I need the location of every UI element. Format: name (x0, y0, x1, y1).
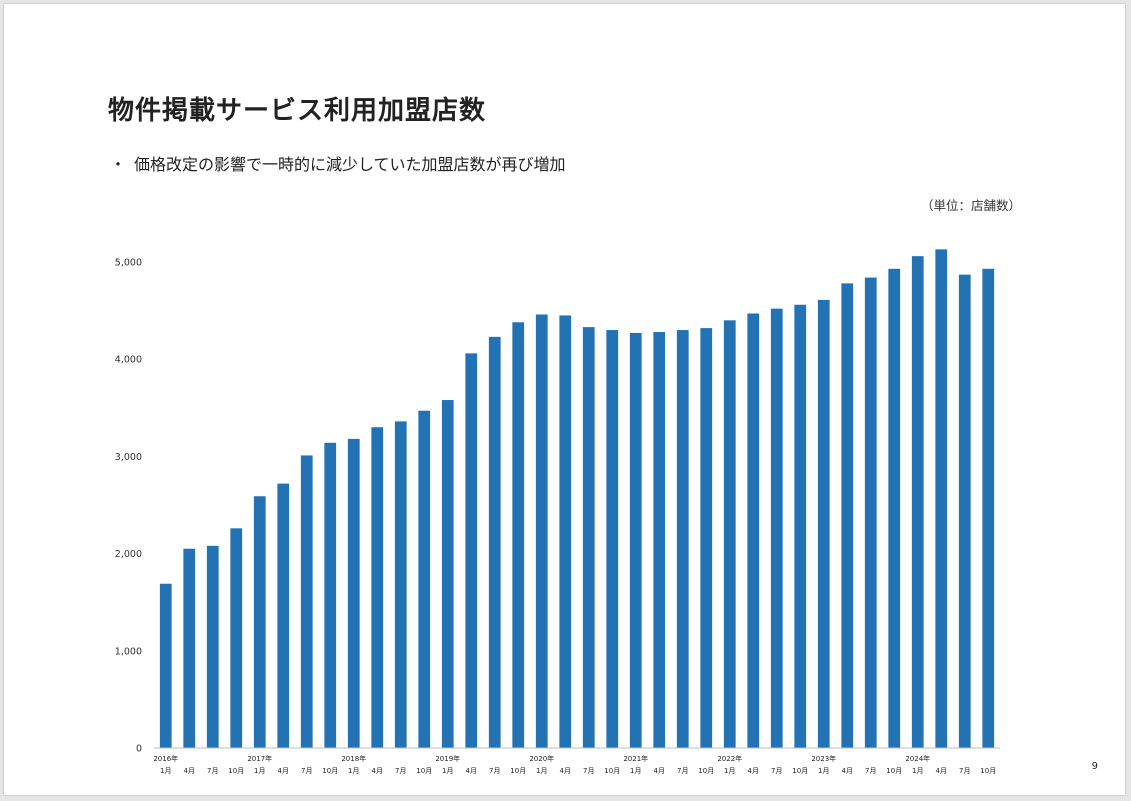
bar (982, 268, 995, 748)
x-axis-year-labels: 2016年 2017年 2018年 2019年 2020年 2021年 2022年 2023年… (153, 754, 930, 763)
x-month-label: 10月 (698, 767, 714, 775)
y-tick-label: 2,000 (115, 549, 142, 560)
bar (183, 548, 196, 748)
x-month-label: 4月 (560, 767, 571, 775)
x-year-label: 2020年 (529, 754, 554, 763)
x-month-label: 1月 (160, 767, 171, 775)
y-tick-label: 0 (136, 744, 142, 755)
x-month-label: 10月 (510, 767, 526, 775)
bar (277, 483, 290, 748)
x-month-label: 4月 (842, 767, 853, 775)
x-month-label: 1月 (348, 767, 359, 775)
page-number: 9 (1091, 761, 1098, 772)
bar (747, 313, 760, 748)
x-year-label: 2016年 (153, 754, 178, 763)
bar (512, 322, 525, 748)
x-month-label: 7月 (865, 767, 876, 775)
bar (911, 256, 924, 748)
bar (723, 320, 736, 748)
x-month-label: 4月 (372, 767, 383, 775)
bar (418, 410, 431, 748)
x-month-label: 4月 (654, 767, 665, 775)
x-month-label: 4月 (278, 767, 289, 775)
bullet-point: ・価格改定の影響で一時的に減少していた加盟店数が再び増加 (110, 151, 566, 175)
bar (253, 496, 266, 748)
bar (629, 332, 642, 748)
x-month-label: 4月 (466, 767, 477, 775)
bar (817, 299, 830, 748)
x-year-label: 2019年 (435, 754, 460, 763)
bar (465, 353, 478, 748)
x-month-label: 10月 (792, 767, 808, 775)
x-month-label: 4月 (748, 767, 759, 775)
y-tick-label: 1,000 (115, 646, 142, 657)
bar (841, 283, 854, 748)
x-month-label: 1月 (818, 767, 829, 775)
x-year-label: 2023年 (811, 754, 836, 763)
bar (300, 455, 313, 748)
bar (159, 583, 172, 748)
bar (794, 304, 807, 748)
bar (606, 330, 619, 748)
x-month-label: 7月 (207, 767, 218, 775)
x-month-label: 4月 (184, 767, 195, 775)
x-month-label: 10月 (604, 767, 620, 775)
y-axis-ticks: 0 1,000 2,000 3,000 4,000 5,000 (115, 258, 142, 755)
bar (230, 528, 243, 748)
bars (159, 249, 995, 748)
bar (770, 308, 783, 748)
x-month-label: 10月 (980, 767, 996, 775)
x-month-label: 7月 (395, 767, 406, 775)
x-month-label: 10月 (416, 767, 432, 775)
bar (559, 315, 572, 748)
x-month-label: 10月 (228, 767, 244, 775)
x-month-label: 7月 (301, 767, 312, 775)
bar (324, 442, 337, 748)
bar (582, 327, 595, 748)
y-tick-label: 4,000 (115, 355, 142, 366)
bar (700, 328, 713, 748)
slide-title: 物件掲載サービス利用加盟店数 (108, 96, 487, 126)
bar (864, 277, 877, 748)
bar (888, 268, 901, 748)
bar (653, 331, 666, 748)
bar (535, 314, 548, 748)
x-axis-month-labels: 1月 4月 7月 10月 1月 4月 7月 10月 1月 4月 7月 10月 1月 4月 7月 10月 1月 4月… (160, 767, 996, 775)
bullet-marker: ・ (110, 155, 127, 174)
x-year-label: 2021年 (623, 754, 648, 763)
x-month-label: 7月 (677, 767, 688, 775)
slide: 物件掲載サービス利用加盟店数 ・価格改定の影響で一時的に減少していた加盟店数が再… (4, 4, 1125, 795)
bar (676, 330, 689, 748)
x-year-label: 2018年 (341, 754, 366, 763)
x-year-label: 2017年 (247, 754, 272, 763)
x-month-label: 1月 (724, 767, 735, 775)
bar (488, 336, 501, 748)
x-month-label: 1月 (630, 767, 641, 775)
x-month-label: 1月 (912, 767, 923, 775)
bar (371, 427, 384, 748)
x-month-label: 1月 (254, 767, 265, 775)
bar (935, 249, 948, 748)
bullet-text: 価格改定の影響で一時的に減少していた加盟店数が再び増加 (134, 155, 566, 174)
x-month-label: 1月 (442, 767, 453, 775)
bar (958, 274, 971, 748)
x-month-label: 10月 (886, 767, 902, 775)
y-tick-label: 3,000 (115, 452, 142, 463)
y-tick-label: 5,000 (115, 258, 142, 269)
x-month-label: 7月 (583, 767, 594, 775)
x-month-label: 4月 (936, 767, 947, 775)
x-year-label: 2022年 (717, 754, 742, 763)
x-year-label: 2024年 (905, 754, 930, 763)
bar (441, 400, 454, 748)
bar (347, 438, 360, 748)
unit-label: （単位：店舗数） (920, 198, 1021, 213)
x-month-label: 7月 (959, 767, 970, 775)
x-month-label: 10月 (322, 767, 338, 775)
bar (206, 545, 219, 748)
x-month-label: 7月 (489, 767, 500, 775)
x-month-label: 1月 (536, 767, 547, 775)
bar (394, 421, 407, 748)
x-month-label: 7月 (771, 767, 782, 775)
